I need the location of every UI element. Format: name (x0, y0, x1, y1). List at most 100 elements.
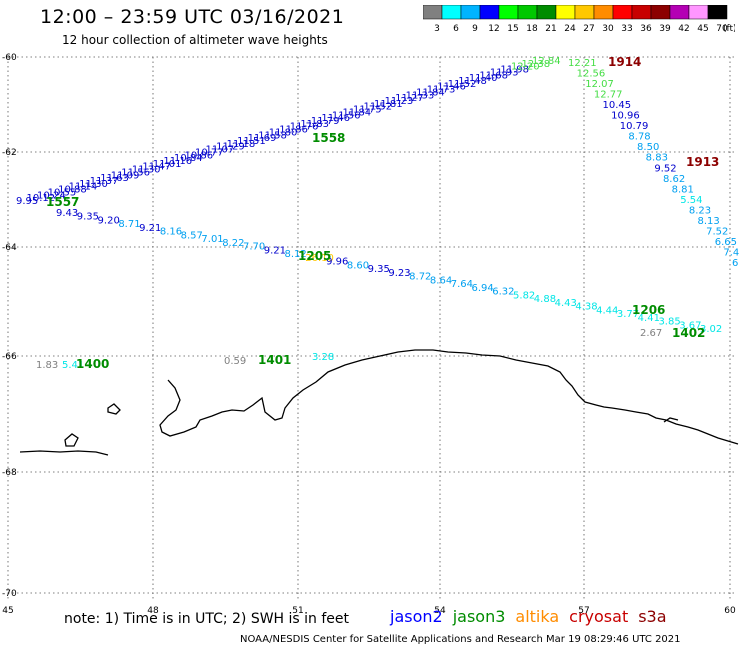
swh-value: 8.72 (409, 272, 431, 283)
swh-value: 11.68 (479, 70, 508, 81)
satellite-legend: jason2 jason3 altika cryosat s3a (390, 607, 677, 626)
pass-time-label: 1913 (686, 155, 719, 169)
swh-value: 0.59 (224, 356, 246, 367)
swh-value: 8.22 (222, 238, 244, 249)
swh-labels: 9.9510.1210.2410.5510.8811.1411.3011.371… (16, 55, 739, 371)
swh-value: 10.84 (174, 153, 203, 164)
scale-label: 27 (583, 24, 594, 34)
swh-value: 8.83 (646, 153, 668, 164)
swh-value: 6.32 (492, 287, 514, 298)
swh-value: 11.58 (258, 130, 287, 141)
scale-label: 12 (488, 24, 499, 34)
scale-label: 30 (602, 24, 614, 34)
scale-label: 18 (526, 24, 538, 34)
lon-tick-label: 54 (434, 606, 446, 616)
swh-value: 11.40 (469, 73, 498, 84)
swh-value: 11.48 (458, 76, 487, 87)
swh-value: 5.82 (513, 290, 535, 301)
swh-value: 11.80 (269, 127, 298, 138)
swh-value: 8.78 (628, 132, 650, 143)
swh-value: 9.52 (654, 163, 676, 174)
swh-value: 8.81 (672, 184, 694, 195)
coastline-inlet (64, 433, 79, 447)
swh-value: 11.84 (416, 87, 445, 98)
swh-value: 7.52 (706, 226, 728, 237)
swh-value: 11.56 (332, 110, 361, 121)
swh-value: 3.02 (700, 324, 722, 335)
swh-value: 12.21 (568, 58, 597, 69)
swh-value: 26.10 (305, 253, 334, 264)
swh-value: 4.88 (534, 294, 556, 305)
swh-value: 12.77 (594, 90, 623, 101)
swh-value: 10.86 (184, 150, 213, 161)
swh-value: 10.24 (37, 190, 66, 201)
swh-value: 10.96 (611, 111, 640, 122)
swh-value: 8.23 (689, 205, 711, 216)
lon-tick-label: 48 (147, 606, 159, 616)
swh-value: 10.12 (27, 193, 56, 204)
swh-value: 11.30 (79, 179, 108, 190)
swh-value: 9.43 (56, 208, 78, 219)
swh-value: 10.55 (48, 187, 77, 198)
swh-value: 11.01 (153, 159, 182, 170)
swh-value: 4.44 (596, 305, 618, 316)
map-title: 12:00 – 23:59 UTC 03/16/2021 (40, 6, 345, 28)
axis-tick-labels: 45 48 51 54 57 60 -60 -62 -64 -66 -68 -70 (2, 53, 736, 616)
swh-value: 11.16 (163, 156, 192, 167)
swh-value: 11.73 (427, 85, 456, 96)
swh-value: 8.60 (347, 260, 369, 271)
swh-value: 9.21 (264, 245, 286, 256)
swh-value: 9.35 (77, 212, 99, 223)
lon-tick-label: 60 (724, 606, 736, 616)
swh-value: 6.65 (715, 237, 737, 248)
lat-tick-label: -62 (2, 148, 17, 158)
swh-value: 11.46 (321, 113, 350, 124)
pass-time-label: 1205 (298, 249, 331, 263)
scale-label: 36 (640, 24, 652, 34)
swh-value: 7.64 (451, 279, 473, 290)
swh-value: 9.23 (388, 268, 410, 279)
swh-value: 10.77 (195, 147, 224, 158)
swh-value: 1.83 (36, 360, 58, 371)
swh-value: 11.33 (406, 90, 435, 101)
coastline-fragment (663, 417, 679, 423)
scale-label: 45 (697, 24, 708, 34)
swh-value: 11.98 (500, 65, 529, 76)
scale-label: 6 (453, 24, 459, 34)
swh-value: 3.67 (679, 320, 701, 331)
swh-value: 8.62 (663, 174, 685, 185)
pass-time-label: 1400 (76, 357, 109, 371)
lat-tick-label: -64 (2, 243, 17, 253)
lat-tick-label: -68 (2, 468, 17, 478)
swh-value: 9.95 (16, 196, 38, 207)
swh-value: 11.46 (437, 82, 466, 93)
swh-value: 11.52 (448, 79, 477, 90)
note-text: note: 1) Time is in UTC; 2) SWH is in fe… (64, 611, 350, 627)
swh-value: 4.41 (638, 313, 660, 324)
lat-tick-label: -70 (2, 589, 17, 599)
swh-value: 11.56 (121, 167, 150, 178)
swh-value: 10.88 (58, 185, 87, 196)
swh-value: 9.96 (326, 257, 348, 268)
swh-value: 5.54 (680, 195, 702, 206)
satellite-legend-item: jason2 (390, 607, 443, 626)
pass-time-label: 1914 (608, 55, 641, 69)
scale-label: 9 (472, 24, 478, 34)
antarctic-coastline (159, 349, 739, 445)
swh-value: 11.27 (395, 93, 424, 104)
scale-unit-label: (ft) (723, 24, 735, 34)
swh-value: 8.16 (160, 227, 182, 238)
swh-value: 10.79 (620, 121, 649, 132)
swh-value: 8.12 (285, 249, 307, 260)
swh-value: 11.83 (300, 119, 329, 130)
scale-label: 39 (659, 24, 671, 34)
pass-time-label: 1558 (312, 131, 345, 145)
swh-value: 7.4 (723, 247, 739, 258)
pass-time-label: 1557 (46, 195, 79, 209)
scale-label: 15 (507, 24, 518, 34)
scale-label: 3 (434, 24, 440, 34)
swh-value: 11.93 (490, 67, 519, 78)
swh-value: 6.94 (471, 283, 493, 294)
swh-value: 8.50 (637, 142, 659, 153)
swh-value: 11.09 (111, 170, 140, 181)
